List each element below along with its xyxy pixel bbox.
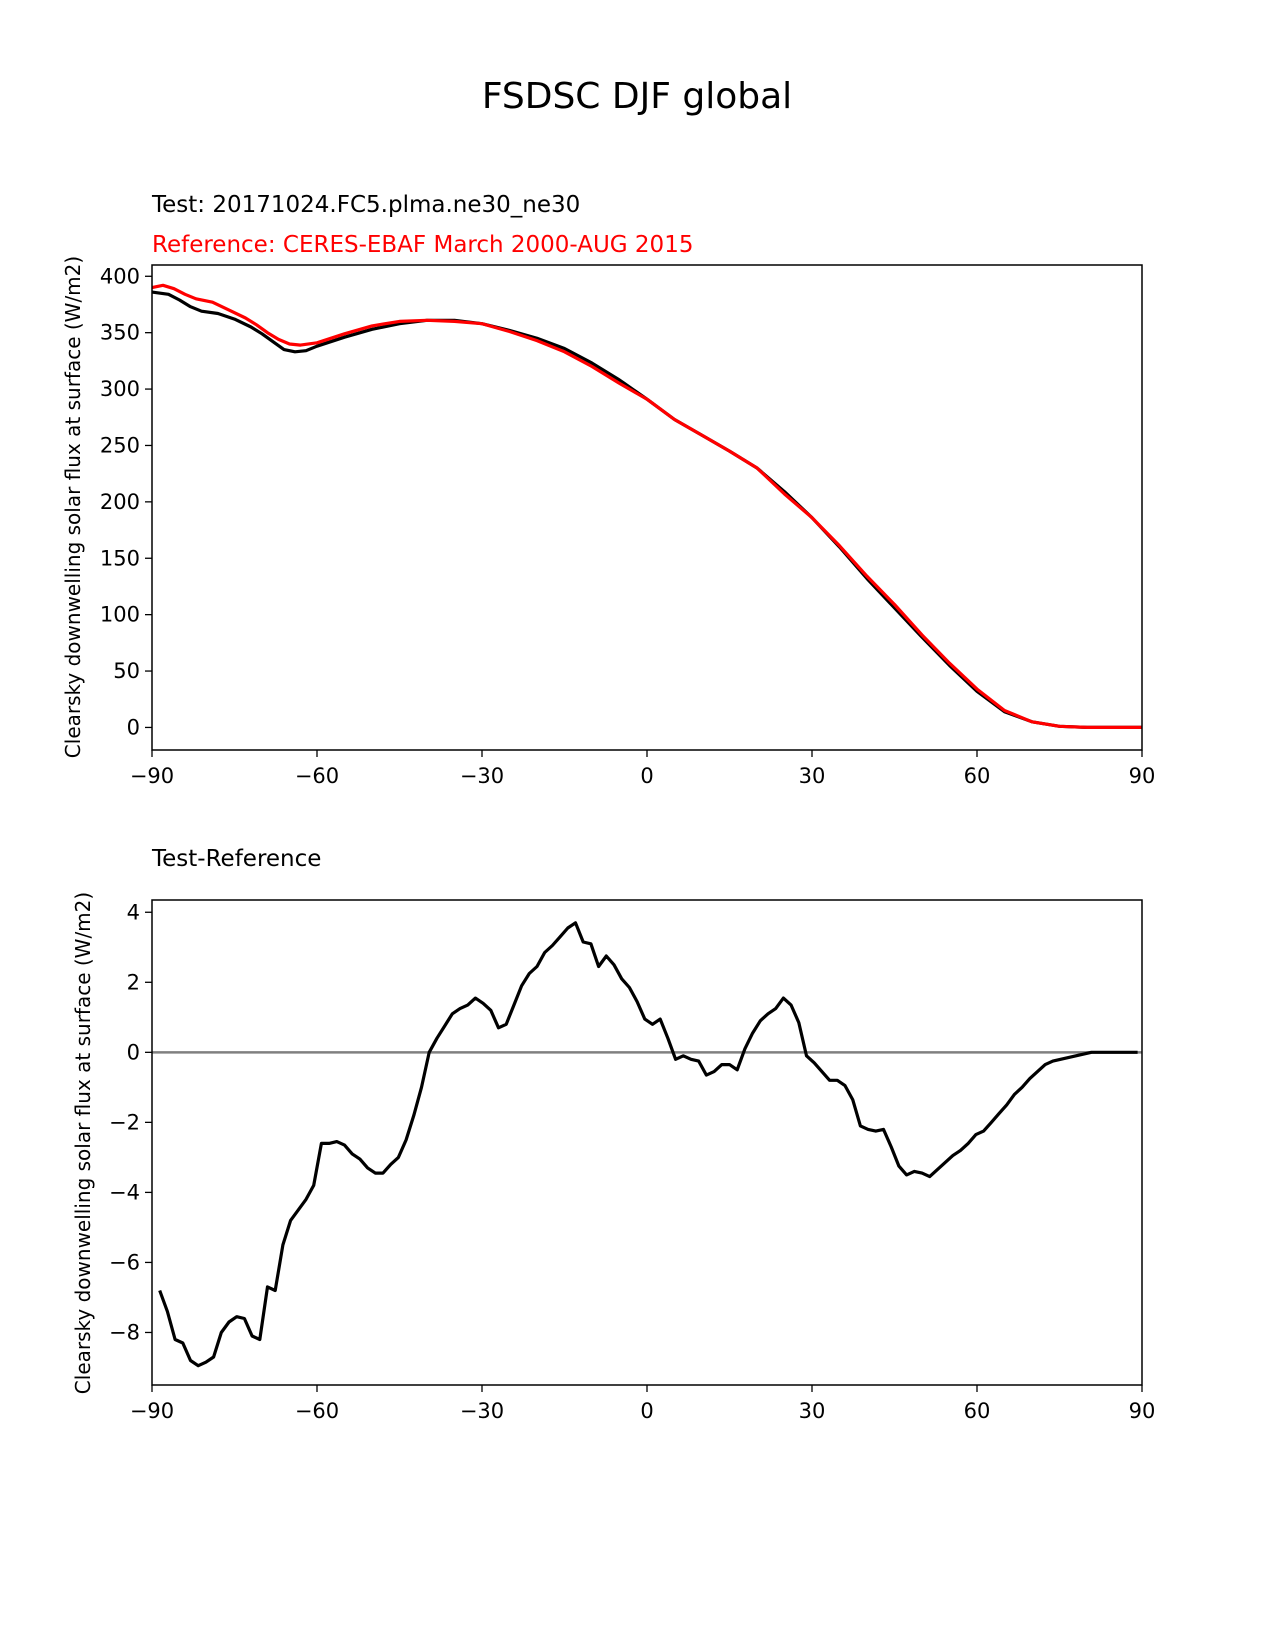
- bottom-series: [152, 921, 1142, 1368]
- bottom-panel: Test-Reference Clearsky downwelling sola…: [71, 846, 1155, 1423]
- bottom-axes-frame: [151, 899, 1143, 1386]
- top-axes-frame: [151, 264, 1143, 751]
- reference-label: Reference: CERES-EBAF March 2000-AUG 201…: [152, 232, 693, 258]
- figure-title: FSDSC DJF global: [482, 76, 792, 117]
- top-ytick-label: 100: [100, 603, 140, 627]
- top-panel: Test: 20171024.FC5.plma.ne30_ne30 Refere…: [61, 192, 1155, 788]
- top-xtick-label: 90: [1129, 764, 1156, 788]
- bottom-xtick-label: −30: [460, 1399, 504, 1423]
- top-ytick-label: 150: [100, 546, 140, 570]
- top-xtick-label: 30: [799, 764, 826, 788]
- bottom-ytick-label: −2: [109, 1110, 140, 1134]
- bottom-ytick-label: −6: [109, 1250, 140, 1274]
- bottom-xtick-label: −90: [130, 1399, 174, 1423]
- bottom-xtick-label: −60: [295, 1399, 339, 1423]
- top-xtick-label: −60: [295, 764, 339, 788]
- top-ytick-label: 400: [100, 264, 140, 288]
- bottom-axis-ticks: −90 −60 −30 0 30 60 90 −8 −6 −4 −2 0 2 4: [109, 900, 1155, 1423]
- top-ytick-label: 250: [100, 433, 140, 457]
- bottom-ytick-label: −4: [109, 1180, 140, 1204]
- top-ytick-label: 0: [127, 715, 140, 739]
- top-xtick-label: −30: [460, 764, 504, 788]
- diff-title: Test-Reference: [151, 846, 321, 872]
- bottom-xtick-label: 60: [964, 1399, 991, 1423]
- bottom-xtick-label: 0: [640, 1399, 653, 1423]
- top-series-line-1: [151, 283, 1142, 730]
- top-xtick-label: 60: [964, 764, 991, 788]
- top-ytick-label: 350: [100, 321, 140, 345]
- bottom-xtick-label: 90: [1129, 1399, 1156, 1423]
- top-ytick-label: 300: [100, 377, 140, 401]
- top-ylabel: Clearsky downwelling solar flux at surfa…: [61, 256, 85, 758]
- bottom-ylabel: Clearsky downwelling solar flux at surfa…: [71, 892, 95, 1394]
- bottom-series-line-0: [158, 921, 1138, 1368]
- top-ytick-label: 200: [100, 490, 140, 514]
- top-axis-ticks: −90 −60 −30 0 30 60 90 0 50 100 150 200 250 300 350 400: [100, 264, 1155, 788]
- top-ytick-label: 50: [113, 659, 140, 683]
- top-series: [151, 283, 1142, 730]
- bottom-ytick-label: 2: [127, 970, 140, 994]
- bottom-ytick-label: 0: [127, 1040, 140, 1064]
- bottom-ytick-label: 4: [127, 900, 140, 924]
- bottom-ytick-label: −8: [109, 1320, 140, 1344]
- top-series-line-0: [151, 290, 1142, 730]
- test-label: Test: 20171024.FC5.plma.ne30_ne30: [151, 192, 580, 218]
- top-xtick-label: −90: [130, 764, 174, 788]
- top-xtick-label: 0: [640, 764, 653, 788]
- bottom-xtick-label: 30: [799, 1399, 826, 1423]
